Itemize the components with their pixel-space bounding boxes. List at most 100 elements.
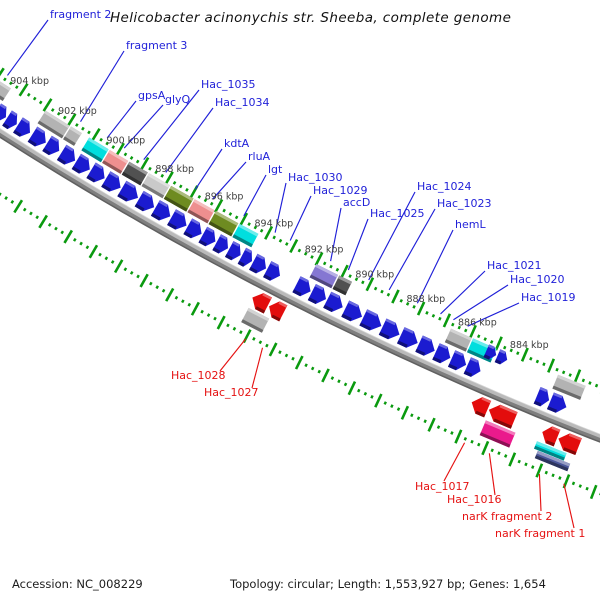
ruler-dot — [571, 481, 576, 486]
gene-arrow-forward-bevel-bottom — [71, 166, 81, 174]
leader-line-Hac_1027 — [251, 347, 264, 389]
gene-arrow-forward-bevel-top — [539, 387, 548, 393]
ruler-dot — [259, 228, 264, 233]
gene-arrow-forward-bevel-top — [174, 209, 185, 217]
category-band-segment-bevel-bottom — [81, 147, 103, 163]
ruler-dot — [425, 310, 429, 315]
gene-arrow-forward-bevel-top — [109, 171, 119, 179]
ruler-dot — [47, 222, 52, 227]
kbp-tick-mark — [0, 67, 5, 77]
ruler-dot — [354, 277, 359, 282]
category-band-segment — [121, 161, 148, 186]
ruler-dot — [4, 196, 8, 200]
status-bar: Accession: NC_008229 Topology: circular;… — [0, 574, 600, 600]
gene-arrow-forward-bevel-top — [219, 234, 228, 240]
ruler-dot — [26, 92, 31, 97]
gene-arrow-forward-bevel-top — [142, 190, 152, 198]
gene-arrow-forward-bevel-top — [552, 392, 563, 399]
kbp-label: 892 kbp — [305, 244, 344, 255]
gene-arrow-forward-bevel-top — [94, 162, 104, 170]
gene-arrow-forward-bevel-bottom — [341, 313, 352, 322]
ruler-dot — [161, 288, 166, 293]
gene-arrow-reverse-bevel-bottom — [271, 314, 281, 322]
ruler-dot — [50, 108, 55, 112]
kbp-tick-mark — [520, 347, 529, 362]
ruler-dot — [81, 126, 85, 131]
gene-arrow-forward-bevel-bottom — [2, 123, 10, 130]
ruler-dot — [416, 416, 421, 421]
gene-label-Hac_1028: Hac_1028 — [171, 369, 226, 382]
category-band-segment-bevel-bottom — [332, 286, 347, 296]
ruler-dot — [578, 484, 582, 488]
category-band-segment-bevel-top — [169, 185, 194, 202]
ruler-dot — [503, 345, 507, 350]
gene-arrow-forward-bevel-bottom — [56, 157, 66, 165]
category-band-segment-bevel-top — [87, 137, 109, 152]
ruler-dot — [504, 454, 508, 458]
ruler-dot — [0, 192, 2, 197]
ruler-dot — [200, 309, 204, 314]
gene-arrow-forward-bevel-bottom — [483, 354, 491, 360]
leader-line-gpsA — [106, 100, 137, 139]
category-band-segment-bevel-bottom — [0, 95, 5, 101]
ruler-dot — [172, 180, 177, 185]
ruler-dot — [322, 261, 327, 266]
ruler-dot — [222, 208, 226, 213]
category-band-segment-bevel-top — [147, 173, 170, 188]
category-band-segment-bevel-top — [556, 374, 586, 389]
leader-line-Hac_1017 — [443, 442, 466, 482]
gene-label-Hac_1021: Hac_1021 — [487, 259, 542, 272]
ruler-dot — [464, 328, 468, 333]
gene-label-lgt: lgt — [268, 163, 283, 176]
genome-backbone — [0, 132, 600, 442]
category-band-segment-bevel-bottom — [63, 136, 76, 146]
gene-arrow-forward-bevel-top — [65, 144, 74, 152]
ruler-dot — [423, 419, 427, 424]
gene-arrow-forward-bevel-bottom — [448, 363, 458, 371]
ruler-dot — [209, 201, 214, 206]
category-band-segment-bevel-bottom — [444, 339, 467, 352]
ruler-dot — [470, 439, 474, 444]
category-band-segment-bevel-bottom — [121, 171, 142, 186]
gene-arrow-reverse-bevel-top — [278, 301, 288, 308]
gene-arrow-reverse-bevel-top — [568, 433, 582, 441]
category-band-segment-bevel-top — [337, 275, 352, 285]
kbp-tick-mark — [115, 142, 125, 157]
kbp-tick-mark — [535, 463, 544, 478]
gene-arrow-forward-bevel-bottom — [198, 239, 207, 247]
kbp-tick-mark — [190, 301, 200, 316]
kbp-tick-mark — [63, 229, 74, 244]
kbp-tick-mark — [442, 313, 452, 328]
gene-arrow-forward-bevel-top — [125, 180, 136, 189]
gene-arrow-forward-bevel-bottom — [249, 266, 258, 274]
category-band-segment-bevel-top — [214, 210, 239, 226]
category-band-segment — [232, 223, 259, 248]
genome-backbone — [0, 128, 600, 436]
category-band-segment-bevel-top — [315, 264, 338, 278]
ruler-dot — [60, 230, 65, 235]
category-band-segment-bevel-bottom — [232, 234, 253, 248]
kbp-tick-mark — [289, 238, 299, 254]
ruler-dot — [154, 170, 158, 175]
ruler-dot — [335, 267, 340, 272]
gene-label-Hac_1027: Hac_1027 — [204, 386, 259, 399]
category-band-segment — [309, 264, 338, 289]
ruler-dot — [3, 77, 7, 82]
genome-backbone — [0, 136, 600, 443]
ruler-dot — [56, 111, 61, 116]
gene-arrow-forward-bevel-bottom — [27, 139, 37, 147]
ruler-dot — [79, 241, 83, 246]
genome-backbone — [0, 128, 600, 439]
gene-arrow-forward-bevel-bottom — [263, 274, 272, 281]
leader-line-Hac_1019 — [467, 302, 520, 327]
leader-line-Hac_1020 — [453, 284, 509, 321]
category-band-segment-bevel-bottom — [534, 445, 565, 461]
ruler-dot — [123, 267, 128, 272]
ruler-dot — [247, 222, 251, 226]
category-band-segment-bevel-bottom — [187, 209, 209, 224]
ruler-dot — [185, 187, 189, 192]
gene-label-fragment-3: fragment 3 — [126, 39, 187, 52]
ruler-dot — [585, 486, 589, 491]
kbp-tick-mark — [573, 369, 582, 384]
ruler-dot — [22, 207, 27, 212]
